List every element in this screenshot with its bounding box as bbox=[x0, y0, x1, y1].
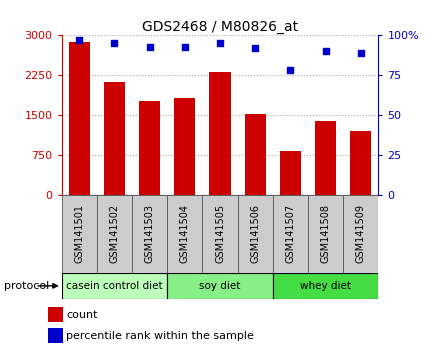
FancyBboxPatch shape bbox=[97, 195, 132, 273]
Point bbox=[146, 44, 153, 49]
Bar bbox=[69, 42, 90, 195]
Text: GSM141504: GSM141504 bbox=[180, 204, 190, 263]
Point bbox=[216, 41, 224, 46]
Bar bbox=[280, 151, 301, 195]
Point bbox=[322, 48, 329, 54]
Bar bbox=[48, 328, 63, 343]
Bar bbox=[48, 307, 63, 322]
FancyBboxPatch shape bbox=[167, 273, 273, 299]
FancyBboxPatch shape bbox=[238, 195, 273, 273]
Bar bbox=[209, 72, 231, 195]
Text: whey diet: whey diet bbox=[300, 281, 351, 291]
Text: GSM141505: GSM141505 bbox=[215, 204, 225, 263]
Text: GSM141501: GSM141501 bbox=[74, 204, 84, 263]
Point bbox=[287, 68, 294, 73]
Bar bbox=[104, 81, 125, 195]
Text: GSM141508: GSM141508 bbox=[321, 204, 330, 263]
Bar bbox=[139, 101, 160, 195]
Text: count: count bbox=[66, 309, 98, 320]
Point bbox=[181, 44, 188, 49]
Bar bbox=[174, 98, 195, 195]
Bar bbox=[350, 131, 371, 195]
Text: soy diet: soy diet bbox=[199, 281, 241, 291]
Point bbox=[357, 50, 364, 56]
Point bbox=[111, 41, 118, 46]
FancyBboxPatch shape bbox=[62, 273, 167, 299]
Text: GSM141506: GSM141506 bbox=[250, 204, 260, 263]
Point bbox=[76, 37, 83, 43]
Title: GDS2468 / M80826_at: GDS2468 / M80826_at bbox=[142, 21, 298, 34]
FancyBboxPatch shape bbox=[62, 195, 97, 273]
FancyBboxPatch shape bbox=[273, 273, 378, 299]
Bar bbox=[315, 121, 336, 195]
Text: GSM141509: GSM141509 bbox=[356, 204, 366, 263]
FancyBboxPatch shape bbox=[132, 195, 167, 273]
FancyBboxPatch shape bbox=[167, 195, 202, 273]
Point bbox=[252, 45, 259, 51]
Text: percentile rank within the sample: percentile rank within the sample bbox=[66, 331, 254, 341]
Text: GSM141507: GSM141507 bbox=[286, 204, 295, 263]
Text: GSM141502: GSM141502 bbox=[110, 204, 119, 263]
FancyBboxPatch shape bbox=[202, 195, 238, 273]
Text: protocol: protocol bbox=[4, 281, 50, 291]
FancyBboxPatch shape bbox=[308, 195, 343, 273]
FancyBboxPatch shape bbox=[273, 195, 308, 273]
Text: casein control diet: casein control diet bbox=[66, 281, 163, 291]
FancyBboxPatch shape bbox=[343, 195, 378, 273]
Text: GSM141503: GSM141503 bbox=[145, 204, 154, 263]
Bar bbox=[245, 114, 266, 195]
